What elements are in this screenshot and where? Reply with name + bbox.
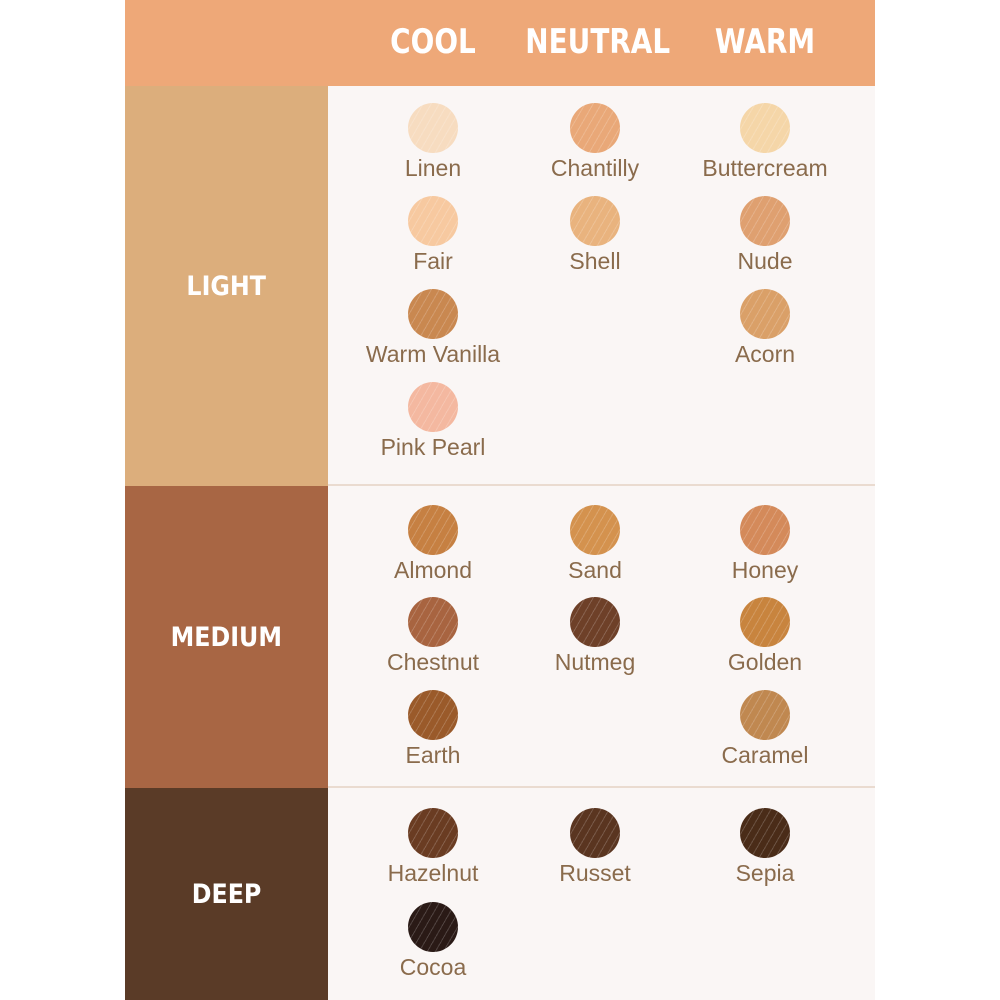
shade-color-circle xyxy=(408,597,458,647)
shade-color-circle xyxy=(408,382,458,432)
shade-name: Honey xyxy=(731,557,799,583)
header-band: COOL NEUTRAL WARM xyxy=(125,0,875,86)
shade-name: Chantilly xyxy=(550,155,640,181)
shade-name: Nutmeg xyxy=(554,649,636,675)
shade-color-circle xyxy=(570,103,620,153)
shade-chart: COOL NEUTRAL WARM LIGHT Linen Chantilly But… xyxy=(125,0,875,1000)
shade-name: Warm Vanilla xyxy=(365,341,501,367)
section-label-text: LIGHT xyxy=(186,270,267,302)
shade-name: Earth xyxy=(405,742,461,768)
shade-swatch: Fair xyxy=(363,196,503,275)
shade-color-circle xyxy=(408,196,458,246)
shade-swatch: Earth xyxy=(363,690,503,769)
section-divider xyxy=(328,786,875,788)
shade-swatch: Nutmeg xyxy=(525,597,665,676)
section-label-light: LIGHT xyxy=(125,86,328,486)
shade-color-circle xyxy=(408,808,458,858)
shade-swatch: Sepia xyxy=(695,808,835,887)
shade-swatch: Cocoa xyxy=(363,902,503,981)
column-header-warm: WARM xyxy=(714,22,816,62)
shade-color-circle xyxy=(408,902,458,952)
shade-color-circle xyxy=(408,103,458,153)
shade-color-circle xyxy=(408,289,458,339)
shade-name: Nude xyxy=(737,248,793,274)
shade-name: Hazelnut xyxy=(387,860,479,886)
shade-color-circle xyxy=(570,505,620,555)
column-header-neutral: NEUTRAL xyxy=(525,22,671,62)
column-header-cool: COOL xyxy=(390,22,476,62)
shade-color-circle xyxy=(408,505,458,555)
shade-name: Linen xyxy=(404,155,462,181)
shade-color-circle xyxy=(570,196,620,246)
shade-name: Cocoa xyxy=(399,954,467,980)
shade-swatch: Nude xyxy=(695,196,835,275)
shade-swatch: Chantilly xyxy=(525,103,665,182)
shade-name: Caramel xyxy=(721,742,809,768)
shade-swatch: Almond xyxy=(363,505,503,584)
shade-name: Golden xyxy=(727,649,803,675)
shade-name: Chestnut xyxy=(386,649,480,675)
shade-name: Buttercream xyxy=(702,155,828,181)
shade-name: Pink Pearl xyxy=(380,434,486,460)
shade-color-circle xyxy=(740,289,790,339)
shade-color-circle xyxy=(740,505,790,555)
shade-swatch: Warm Vanilla xyxy=(363,289,503,368)
shade-color-circle xyxy=(740,808,790,858)
shade-color-circle xyxy=(570,808,620,858)
shade-color-circle xyxy=(740,690,790,740)
shade-color-circle xyxy=(740,196,790,246)
shade-name: Almond xyxy=(394,557,472,583)
shade-color-circle xyxy=(570,597,620,647)
shade-name: Sepia xyxy=(735,860,795,886)
shade-swatch: Honey xyxy=(695,505,835,584)
shade-name: Sand xyxy=(568,557,622,583)
section-label-text: DEEP xyxy=(191,878,262,910)
shade-swatch: Chestnut xyxy=(363,597,503,676)
shade-name: Fair xyxy=(413,248,453,274)
shade-name: Shell xyxy=(569,248,621,274)
shade-swatch: Buttercream xyxy=(695,103,835,182)
shade-color-circle xyxy=(740,597,790,647)
shade-swatch: Shell xyxy=(525,196,665,275)
section-label-text: MEDIUM xyxy=(170,621,283,653)
shade-color-circle xyxy=(740,103,790,153)
shade-swatch: Sand xyxy=(525,505,665,584)
shade-swatch: Russet xyxy=(525,808,665,887)
shade-swatch: Linen xyxy=(363,103,503,182)
shade-swatch: Golden xyxy=(695,597,835,676)
shade-swatch: Hazelnut xyxy=(363,808,503,887)
shade-swatch: Acorn xyxy=(695,289,835,368)
shade-color-circle xyxy=(408,690,458,740)
shade-swatch: Pink Pearl xyxy=(363,382,503,461)
section-label-medium: MEDIUM xyxy=(125,486,328,788)
shade-name: Russet xyxy=(559,860,631,886)
shade-swatch: Caramel xyxy=(695,690,835,769)
section-label-deep: DEEP xyxy=(125,788,328,1000)
section-divider xyxy=(328,484,875,486)
shade-name: Acorn xyxy=(734,341,796,367)
